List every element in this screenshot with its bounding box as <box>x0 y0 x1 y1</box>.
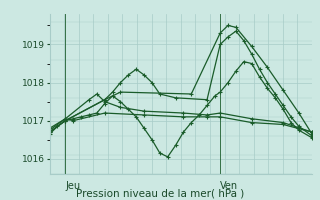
Text: Pression niveau de la mer( hPa ): Pression niveau de la mer( hPa ) <box>76 188 244 198</box>
Text: Jeu: Jeu <box>65 181 80 191</box>
Text: Ven: Ven <box>220 181 238 191</box>
